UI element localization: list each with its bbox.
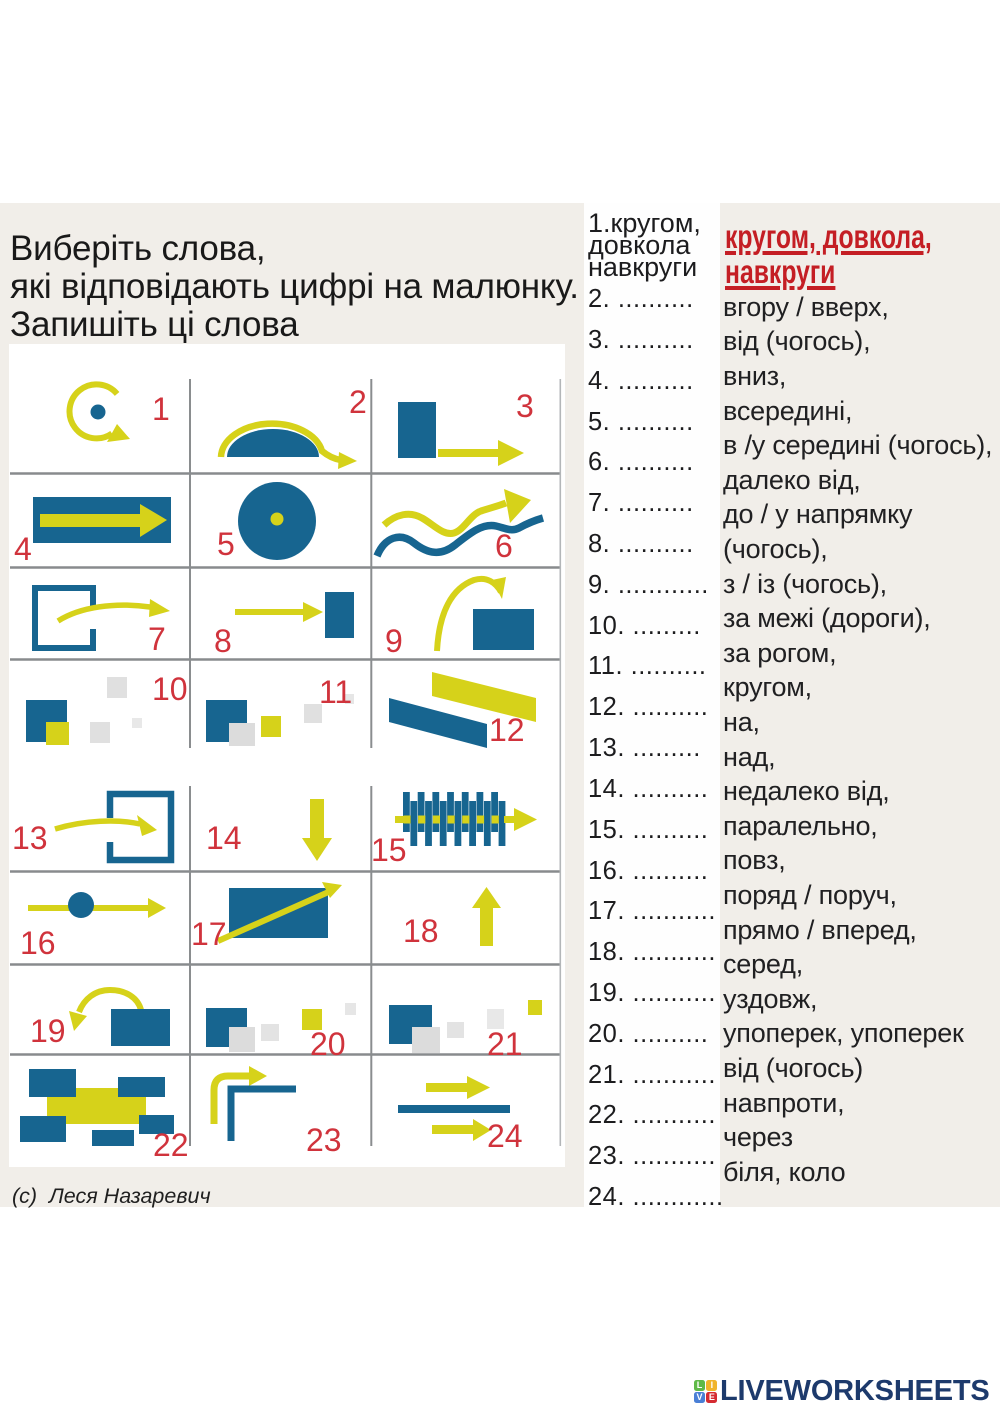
svg-text:2: 2	[349, 384, 367, 420]
svg-text:18: 18	[403, 913, 439, 949]
svg-text:17: 17	[191, 916, 227, 952]
svg-text:24: 24	[487, 1118, 523, 1154]
svg-text:8: 8	[214, 623, 232, 659]
svg-text:7: 7	[148, 621, 166, 657]
svg-text:21: 21	[487, 1026, 523, 1062]
svg-text:12: 12	[489, 712, 525, 748]
svg-text:20: 20	[310, 1026, 346, 1062]
svg-text:23: 23	[306, 1122, 342, 1158]
svg-text:1: 1	[152, 391, 170, 427]
svg-text:16: 16	[20, 925, 56, 961]
svg-text:14: 14	[206, 820, 242, 856]
svg-text:10: 10	[152, 671, 188, 707]
svg-text:11: 11	[319, 674, 352, 710]
svg-text:9: 9	[385, 623, 403, 659]
svg-text:5: 5	[217, 526, 235, 562]
svg-text:22: 22	[153, 1127, 189, 1163]
svg-text:15: 15	[371, 832, 407, 868]
svg-text:19: 19	[30, 1013, 66, 1049]
svg-text:13: 13	[12, 820, 48, 856]
svg-text:3: 3	[516, 388, 534, 424]
svg-text:4: 4	[14, 531, 32, 567]
svg-text:6: 6	[495, 528, 513, 564]
